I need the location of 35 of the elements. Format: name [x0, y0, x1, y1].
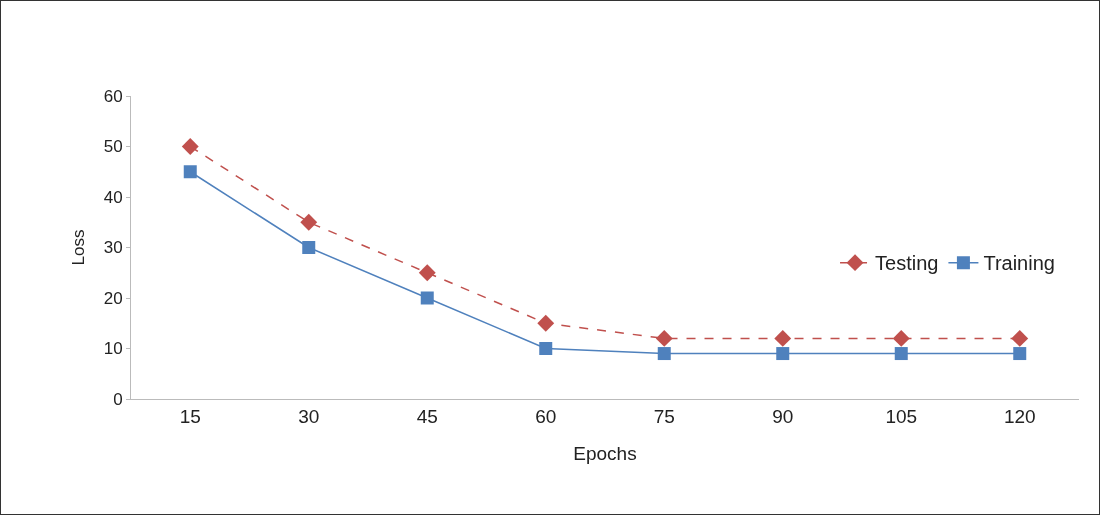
point	[539, 342, 553, 355]
x-tick-label: 105	[885, 405, 918, 427]
y-tick-label: 30	[103, 238, 123, 258]
x-tick-label: 90	[772, 405, 794, 427]
x-tick-label: 60	[535, 405, 557, 427]
y-tick-label: 10	[103, 339, 123, 359]
x-tick-label: 45	[416, 405, 438, 427]
point	[776, 347, 790, 361]
point	[894, 347, 908, 361]
point	[892, 329, 910, 347]
point	[1011, 329, 1029, 347]
y-axis-title: Loss	[69, 229, 89, 266]
y-tick-label: 60	[103, 86, 123, 106]
point	[300, 213, 318, 231]
y-tick-label: 20	[103, 288, 123, 308]
x-tick-label: 30	[298, 405, 320, 427]
point	[774, 329, 792, 347]
x-axis-title: Epochs	[573, 442, 637, 464]
x-tick-label: 15	[179, 405, 201, 427]
point	[183, 165, 197, 179]
point	[420, 291, 434, 305]
point	[1013, 347, 1027, 361]
x-tick-label: 75	[653, 405, 675, 427]
point	[418, 264, 436, 282]
y-tick-label: 40	[103, 187, 123, 207]
point	[302, 241, 316, 254]
legend-label: Training	[983, 252, 1055, 275]
y-tick-label: 0	[113, 389, 123, 409]
point	[655, 329, 673, 347]
point	[181, 138, 199, 155]
point	[537, 314, 555, 332]
x-tick-label: 120	[1003, 405, 1036, 427]
point	[657, 347, 671, 361]
y-tick-label: 50	[103, 137, 123, 157]
legend-label: Testing	[875, 252, 939, 275]
